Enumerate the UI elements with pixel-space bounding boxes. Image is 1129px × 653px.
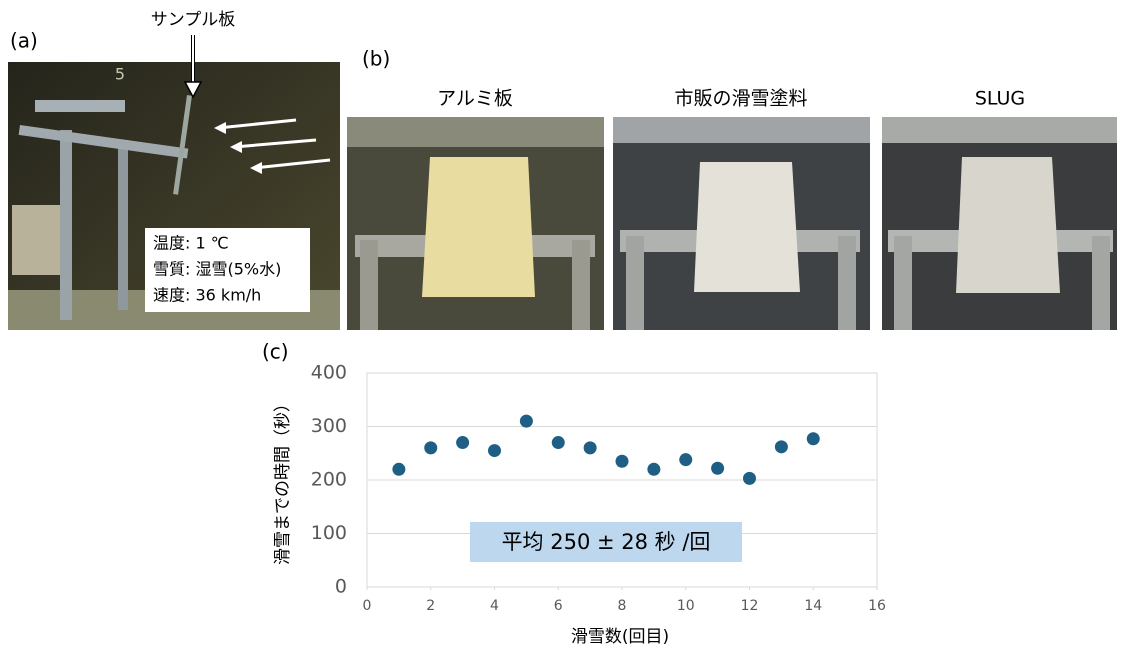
x-tick-label: 4	[490, 598, 499, 614]
panel-label: (c)	[262, 340, 289, 364]
point	[424, 441, 437, 454]
point	[807, 432, 820, 445]
x-tick-label: 6	[554, 598, 563, 614]
point	[679, 453, 692, 466]
condition: 温度: 1 ℃	[153, 234, 229, 253]
page: (a) サンプル板 5 温度: 1 ℃ 雪質: 湿雪(5%水) 速度: 36 k…	[0, 0, 1129, 653]
point	[488, 444, 501, 457]
point	[711, 462, 724, 475]
x-tick-label: 10	[677, 598, 695, 614]
photo-b2	[613, 117, 870, 330]
panel-label: (a)	[10, 29, 38, 53]
figure: (a) サンプル板 5 温度: 1 ℃ 雪質: 湿雪(5%水) 速度: 36 k…	[0, 0, 1129, 653]
y-tick-label: 300	[311, 415, 347, 437]
x-tick-label: 14	[804, 598, 822, 614]
point	[775, 440, 788, 453]
point	[520, 415, 533, 428]
point	[552, 436, 565, 449]
x-tick-label: 12	[741, 598, 759, 614]
x-tick-label: 2	[426, 598, 435, 614]
x-axis-label: 滑雪数(回目)	[571, 627, 669, 647]
point	[647, 463, 660, 476]
pointer-label: サンプル板	[151, 10, 236, 30]
photo-marker: 5	[115, 65, 125, 84]
point	[392, 463, 405, 476]
x-tick-label: 16	[868, 598, 886, 614]
annotation: 平均 250 ± 28 秒 /回	[502, 530, 711, 554]
y-axis-label: 滑雪までの時間（秒）	[273, 395, 293, 565]
photo-title: SLUG	[975, 88, 1025, 110]
x-tick-label: 0	[363, 598, 372, 614]
y-tick-label: 100	[311, 522, 347, 544]
point	[456, 436, 469, 449]
x-tick-label: 8	[618, 598, 627, 614]
panel-label: (b)	[362, 47, 390, 71]
condition: 雪質: 湿雪(5%水)	[153, 260, 281, 279]
point	[743, 472, 756, 485]
photo-title: 市販の滑雪塗料	[674, 87, 807, 110]
y-tick-label: 200	[311, 469, 347, 491]
photo-title: アルミ板	[437, 88, 513, 110]
y-tick-label: 400	[311, 362, 347, 384]
photo-b3	[882, 117, 1117, 330]
condition: 速度: 36 km/h	[153, 286, 261, 305]
point	[616, 455, 629, 468]
point	[584, 441, 597, 454]
photo-b1	[347, 117, 604, 330]
y-tick-label: 0	[335, 576, 347, 598]
